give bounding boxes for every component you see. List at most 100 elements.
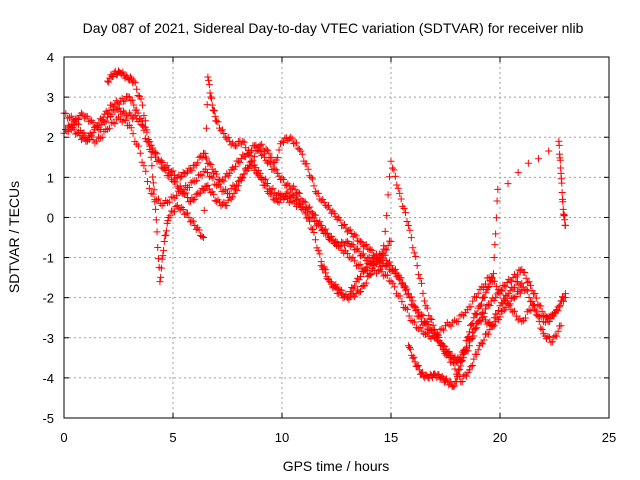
track-point <box>345 293 353 301</box>
track-point <box>126 73 134 81</box>
data-point <box>457 362 465 370</box>
track-point <box>410 303 418 311</box>
data-point <box>518 318 526 326</box>
track-point <box>204 160 212 168</box>
track-point <box>459 350 467 358</box>
track-point <box>492 230 500 238</box>
track-point <box>472 311 480 319</box>
data-point <box>130 113 138 121</box>
data-point <box>278 137 286 145</box>
track-point <box>347 255 355 263</box>
data-point <box>247 157 255 165</box>
y-tick-label: -5 <box>42 411 54 426</box>
data-point <box>352 290 360 298</box>
track-point <box>170 208 178 216</box>
track-point <box>524 278 532 286</box>
track-point <box>374 255 382 263</box>
track-point <box>89 119 97 127</box>
track-point <box>137 120 145 128</box>
track-point <box>306 203 314 211</box>
track-point <box>485 282 493 290</box>
data-point <box>500 282 508 290</box>
data-point <box>86 117 94 125</box>
track-point <box>198 154 206 162</box>
track-point <box>393 269 401 277</box>
data-point <box>387 238 395 246</box>
track-point <box>490 253 498 261</box>
track-point <box>553 332 561 340</box>
data-point <box>300 197 308 205</box>
track-point <box>465 328 473 336</box>
track-point <box>538 307 546 315</box>
track-point <box>297 204 305 212</box>
track-point <box>237 154 245 162</box>
track-point <box>298 150 306 158</box>
track-point <box>294 144 302 152</box>
track-point <box>194 171 202 179</box>
track-point <box>165 172 173 180</box>
track-point <box>481 316 489 324</box>
track-point <box>105 124 113 132</box>
data-point <box>138 101 146 109</box>
y-tick-label: 4 <box>47 50 54 65</box>
track-point <box>153 150 161 158</box>
track-point <box>410 249 418 257</box>
track-point <box>138 158 146 166</box>
track-point <box>406 294 414 302</box>
track-point <box>521 269 529 277</box>
data-point <box>439 346 447 354</box>
track-point <box>220 198 228 206</box>
data-point <box>463 334 471 342</box>
data-point <box>378 250 386 258</box>
track-point <box>537 324 545 332</box>
track-point <box>479 309 487 317</box>
track-point <box>102 107 110 115</box>
track-point <box>496 313 504 321</box>
track-point <box>557 297 565 305</box>
track-point <box>449 359 457 367</box>
track-point <box>295 189 303 197</box>
track-point <box>176 182 184 190</box>
track-point <box>211 112 219 120</box>
track-point <box>92 123 100 131</box>
track-point <box>406 344 414 351</box>
track-point <box>432 329 440 337</box>
data-point <box>420 330 428 338</box>
track-point <box>469 297 477 305</box>
track-point <box>471 325 479 333</box>
track-point <box>479 340 487 348</box>
track-point <box>444 350 452 358</box>
track-point <box>406 226 414 234</box>
track-point <box>375 258 383 266</box>
track-point <box>208 94 216 102</box>
track-point <box>231 186 239 194</box>
track-point <box>340 220 348 228</box>
track-point <box>493 314 501 322</box>
marks-layer <box>60 67 569 391</box>
track-point <box>428 326 436 334</box>
data-point <box>413 262 421 270</box>
track-point <box>504 180 512 188</box>
track-point <box>236 158 244 166</box>
track-point <box>547 338 555 346</box>
track-point <box>72 130 80 138</box>
track-point <box>262 182 270 190</box>
track-point <box>496 290 504 298</box>
track-point <box>148 162 156 170</box>
data-point <box>186 197 194 205</box>
track-point <box>198 172 206 180</box>
track-point <box>314 189 322 197</box>
track-point <box>73 119 81 127</box>
track-point <box>477 339 485 347</box>
track-point <box>86 130 94 138</box>
track-point <box>64 127 72 135</box>
track-point <box>385 277 393 285</box>
data-point <box>527 282 535 290</box>
track-point <box>158 255 166 263</box>
y-tick-label: -1 <box>42 251 54 266</box>
track-point <box>136 115 144 123</box>
track-point <box>306 217 314 225</box>
track-point <box>538 326 546 334</box>
track-point <box>282 134 290 142</box>
track-point <box>473 310 481 318</box>
